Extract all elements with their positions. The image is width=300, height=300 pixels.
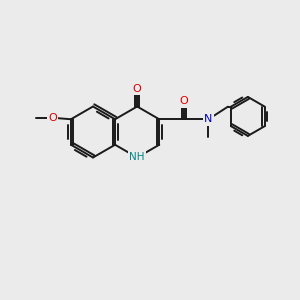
Text: O: O [133, 83, 142, 94]
Text: O: O [179, 96, 188, 106]
Text: O: O [48, 113, 57, 123]
Text: N: N [204, 114, 213, 124]
Text: NH: NH [129, 152, 145, 163]
